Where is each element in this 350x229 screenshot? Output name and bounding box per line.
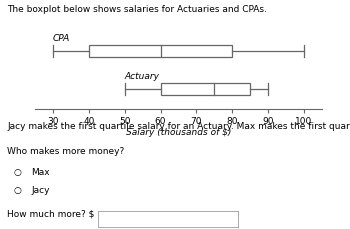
Text: How much more? $: How much more? $: [7, 208, 94, 217]
Text: The boxplot below shows salaries for Actuaries and CPAs.: The boxplot below shows salaries for Act…: [7, 5, 267, 14]
Text: ○: ○: [14, 167, 22, 176]
Text: Actuary: Actuary: [125, 71, 160, 80]
X-axis label: Salary (thousands of $): Salary (thousands of $): [126, 127, 231, 136]
Text: Who makes more money?: Who makes more money?: [7, 147, 124, 155]
Text: CPA: CPA: [53, 34, 70, 43]
Bar: [161, 83, 250, 95]
Text: Jacy: Jacy: [32, 185, 50, 194]
Bar: [89, 46, 232, 58]
Text: Jacy makes the first quartile salary for an Actuary. Max makes the first quartil: Jacy makes the first quartile salary for…: [7, 121, 350, 130]
Text: Max: Max: [32, 167, 50, 176]
Text: ○: ○: [14, 185, 22, 194]
